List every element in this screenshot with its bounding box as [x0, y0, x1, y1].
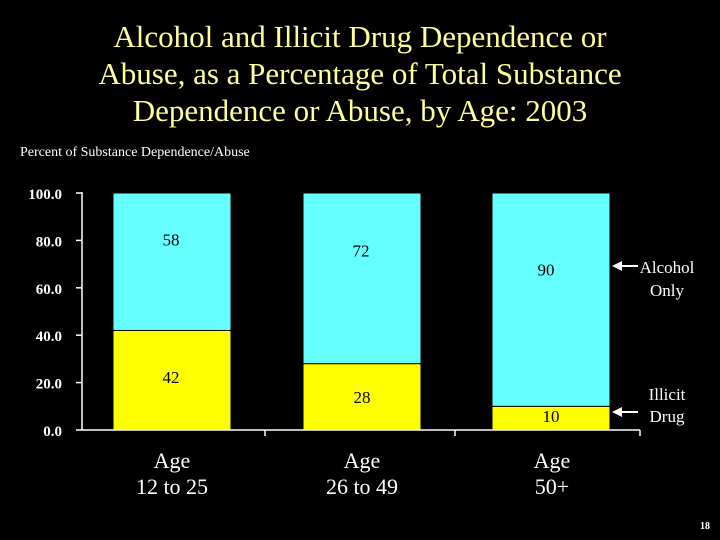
bar-illicit-2	[302, 363, 422, 431]
y-tick-label-2: 40.0	[36, 329, 62, 345]
y-tick-label-5: 100.0	[28, 187, 62, 203]
bar-illicit-1	[112, 329, 232, 431]
legend-arrowhead-illicit	[612, 407, 622, 417]
legend-arrowhead-alcohol	[612, 261, 622, 271]
y-tick-label-1: 20.0	[36, 377, 62, 393]
legend-label-alcohol-line-2: Only	[650, 281, 685, 300]
bar-alcohol-1	[112, 192, 232, 331]
y-tick-label-4: 80.0	[36, 234, 62, 250]
data-label-alcohol-1: 58	[163, 231, 180, 250]
data-label-illicit-3: 10	[543, 407, 560, 426]
data-label-illicit-2: 28	[354, 388, 371, 407]
chart-title-line-2: Abuse, as a Percentage of Total Substanc…	[98, 56, 622, 91]
legend-label-illicit-line-1: Illicit	[649, 385, 686, 404]
y-tick-label-0: 0.0	[43, 424, 62, 440]
category-label-3-line-2: 50+	[535, 474, 569, 499]
chart-title-line-1: Alcohol and Illicit Drug Dependence or	[113, 19, 607, 54]
legend-label-alcohol-line-1: Alcohol	[640, 258, 695, 277]
chart-title: Alcohol and Illicit Drug Dependence or A…	[20, 18, 700, 129]
category-label-2-line-1: Age	[344, 448, 381, 473]
bar-alcohol-3	[491, 192, 611, 407]
category-label-1-line-1: Age	[154, 448, 191, 473]
category-label-2-line-2: 26 to 49	[326, 474, 398, 499]
slide-number: 18	[700, 521, 710, 532]
chart-title-line-3: Dependence or Abuse, by Age: 2003	[132, 93, 588, 128]
category-label-3-line-1: Age	[534, 448, 571, 473]
category-label-1-line-2: 12 to 25	[136, 474, 208, 499]
legend-label-illicit-line-2: Drug	[650, 407, 685, 426]
y-axis-title: Percent of Substance Dependence/Abuse	[20, 145, 250, 160]
bar-alcohol-2	[302, 192, 422, 365]
data-label-alcohol-2: 72	[353, 241, 370, 260]
data-label-alcohol-3: 90	[538, 261, 555, 280]
data-label-illicit-1: 42	[163, 368, 180, 387]
y-tick-label-3: 60.0	[36, 282, 62, 298]
